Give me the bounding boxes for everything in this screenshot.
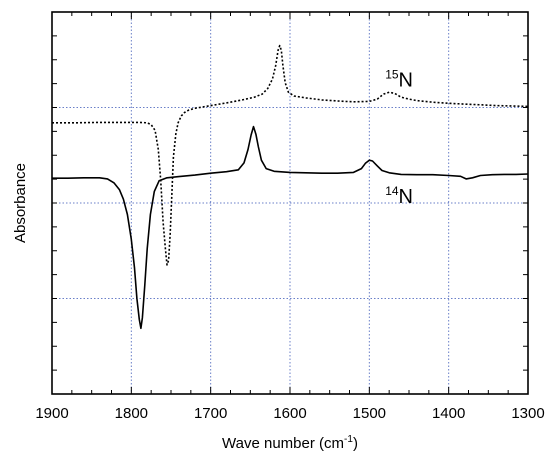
tick-layer (51, 12, 529, 394)
series-label-element: N (399, 186, 413, 208)
x-tick-label: 1300 (511, 405, 544, 422)
series-line-dotted (52, 44, 529, 266)
series-label-mass: 14 (385, 184, 399, 198)
series-line-solid (52, 125, 529, 330)
x-axis-title-close: ) (353, 435, 358, 452)
x-tick-label: 1800 (115, 405, 148, 422)
x-tick-label: 1700 (194, 405, 227, 422)
series-label: 14N (385, 184, 413, 208)
x-axis-title-main: Wave number (cm (222, 435, 344, 452)
x-axis-title: Wave number (cm-1) (222, 434, 358, 452)
x-tick-label: 1600 (273, 405, 306, 422)
series-label-mass: 15 (385, 67, 399, 81)
x-tick-label: 1400 (432, 405, 465, 422)
series-layer (52, 44, 529, 330)
x-tick-label: 1500 (353, 405, 386, 422)
grid-layer (52, 12, 528, 394)
series-label: 15N (385, 67, 413, 91)
series-label-element: N (399, 69, 413, 91)
x-axis-title-superscript: -1 (344, 434, 353, 445)
y-axis-title: Absorbance (12, 163, 29, 243)
x-tick-label: 1900 (35, 405, 68, 422)
